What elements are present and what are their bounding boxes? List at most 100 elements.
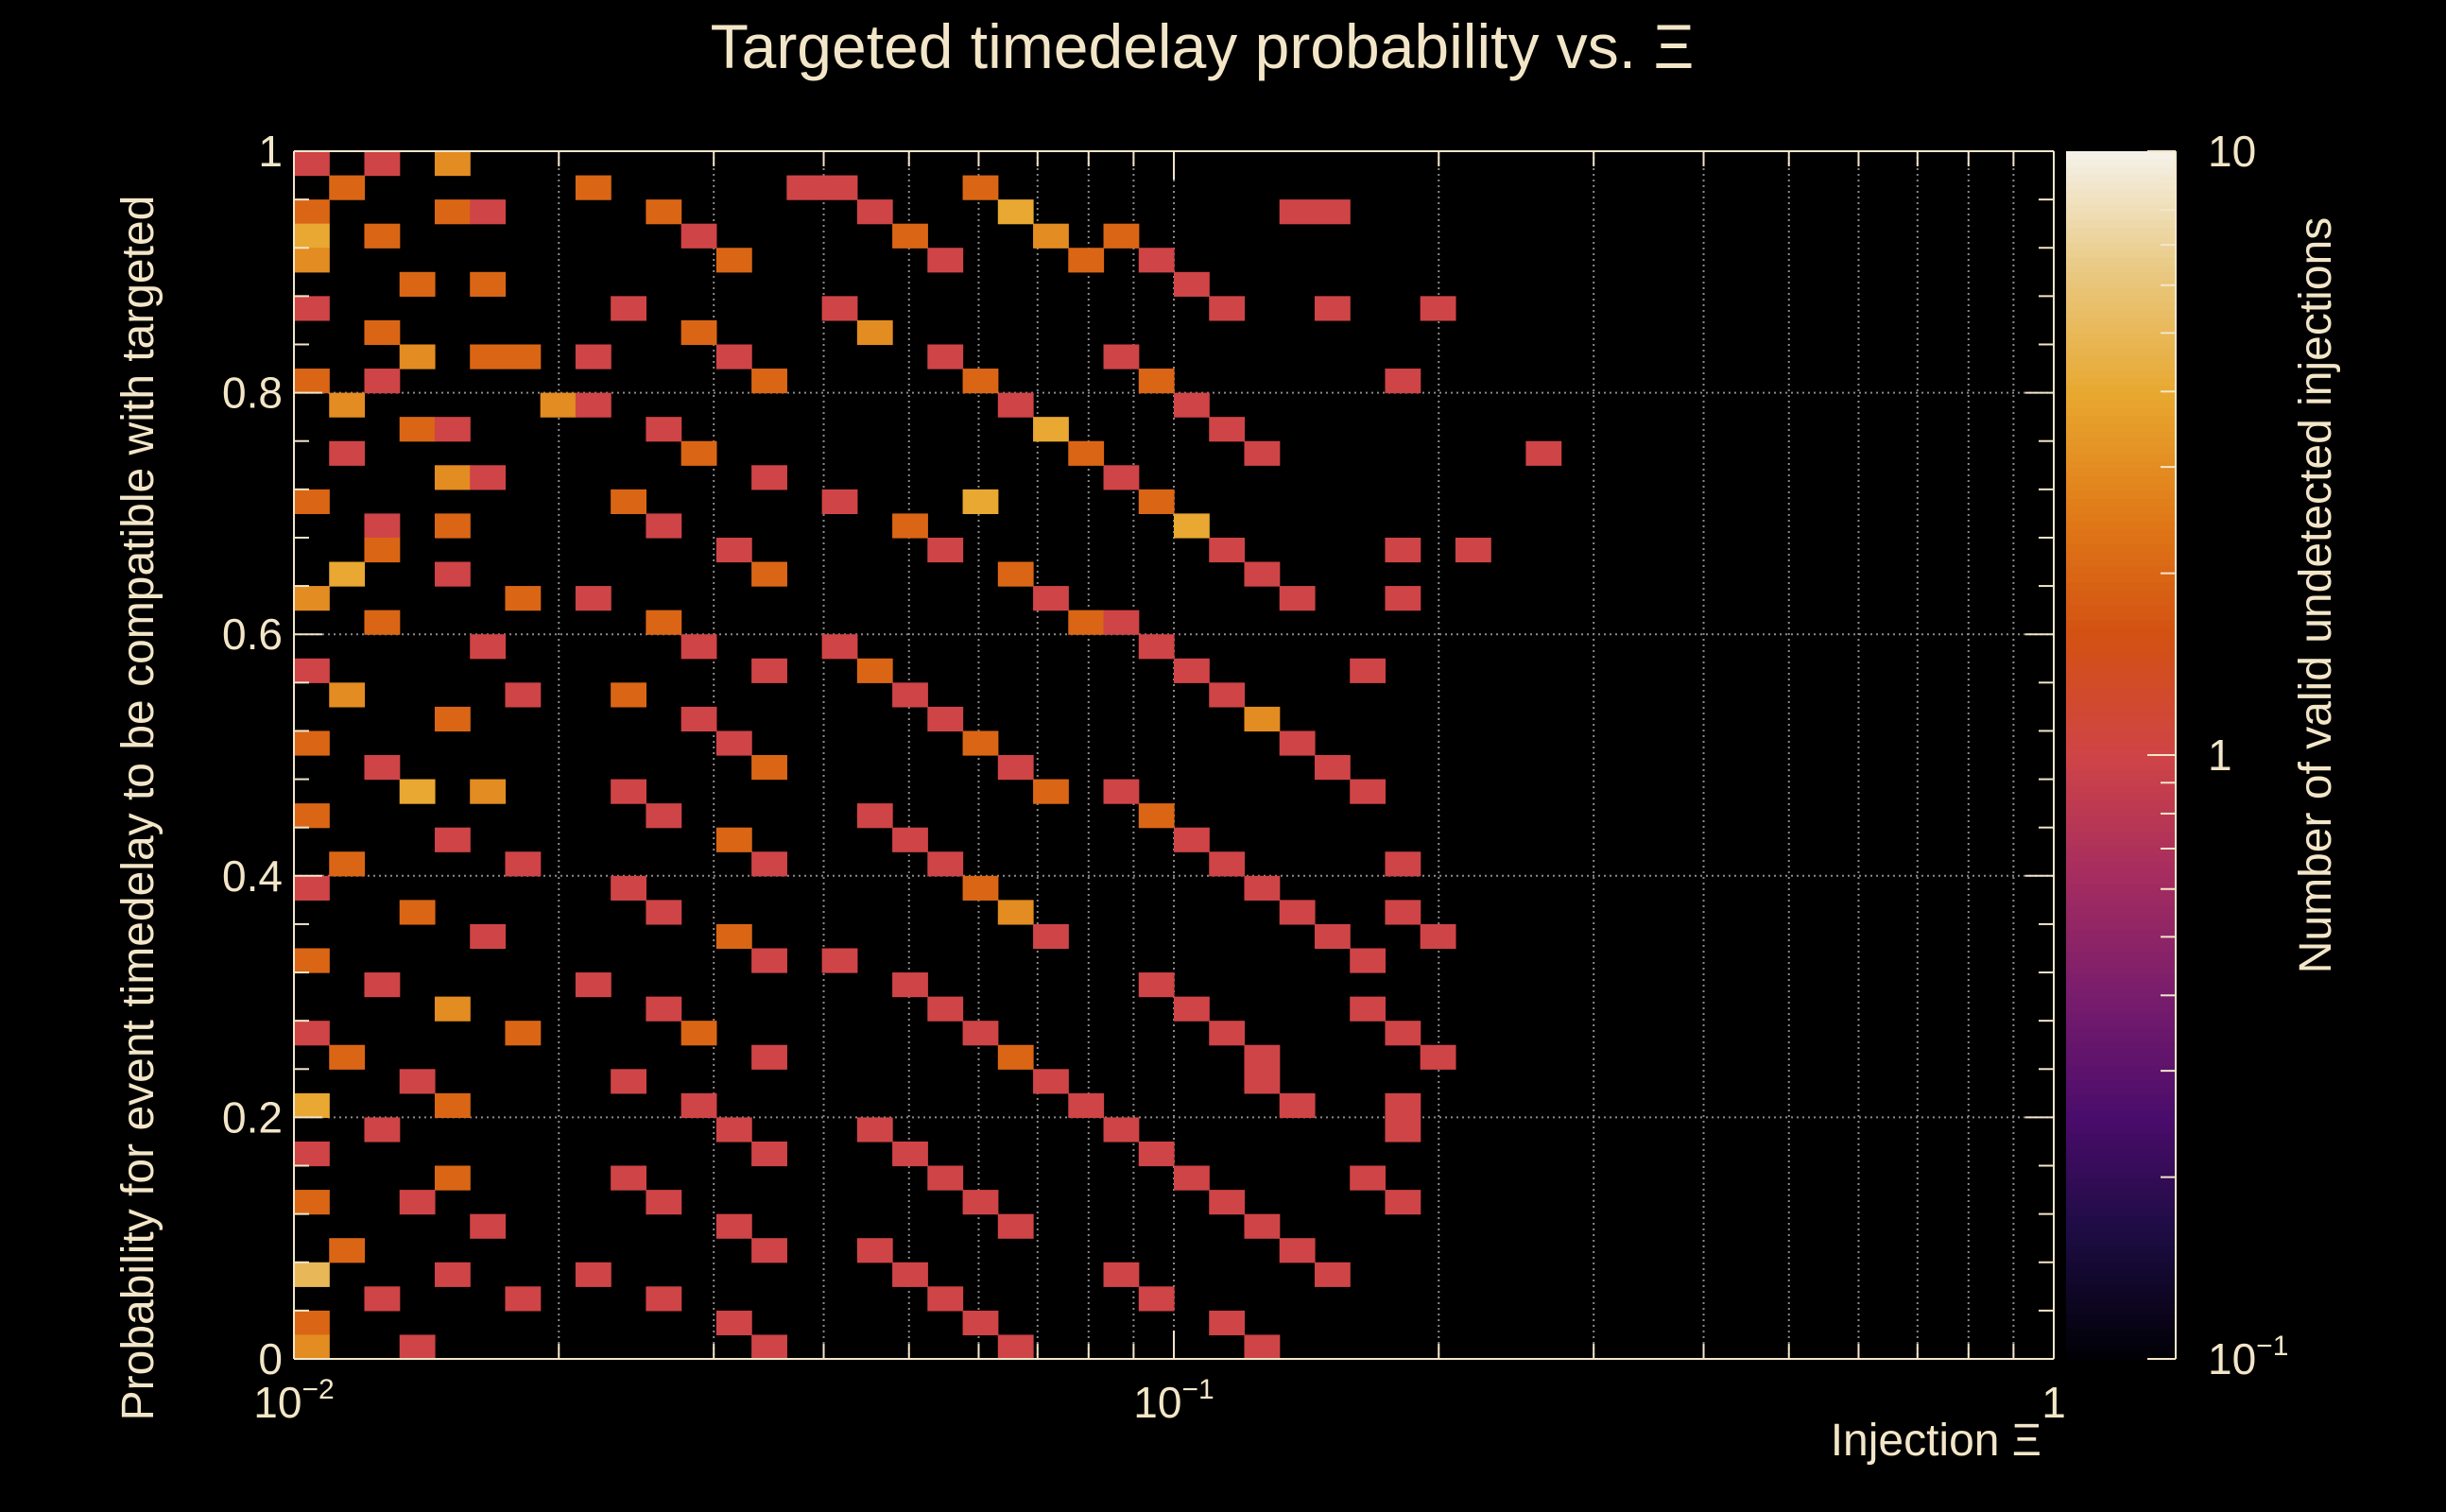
heatmap-cell [1033,1069,1069,1094]
heatmap-cell [1350,996,1387,1022]
colorbar-segment [2066,679,2176,688]
heatmap-cell [892,513,928,539]
colorbar-segment [2066,286,2176,296]
heatmap-cell [1068,248,1105,273]
heatmap-cell [1209,1310,1246,1336]
colorbar-segment [2066,453,2176,462]
colorbar-segment [2066,1094,2176,1104]
colorbar-segment [2066,566,2176,576]
colorbar-segment [2066,973,2176,983]
heatmap-cell [1033,223,1069,249]
colorbar-segment [2066,218,2176,228]
colorbar-segment [2066,1276,2176,1284]
heatmap-cell [1244,706,1281,732]
colorbar-segment [2066,1125,2176,1134]
x-tick-label: 10−2 [253,1374,334,1427]
heatmap-cell [1103,344,1140,369]
heatmap-cell [1455,537,1491,563]
colorbar-tick-label: 1 [2208,730,2232,780]
heatmap-cell [821,175,858,200]
heatmap-cell [1244,561,1281,587]
colorbar-segment [2066,581,2176,591]
heatmap-cell [715,730,752,756]
colorbar-segment [2066,369,2176,379]
colorbar-segment [2066,1079,2176,1089]
colorbar-segment [2066,1117,2176,1126]
colorbar-segment [2066,536,2176,545]
colorbar-segment [2066,430,2176,439]
heatmap-cell [962,489,999,514]
colorbar-segment [2066,165,2176,175]
colorbar-segment [2066,1314,2176,1322]
colorbar-segment [2066,747,2176,756]
heatmap-cell [505,586,542,611]
heatmap-cell [364,319,401,346]
heatmap-cell [470,779,507,804]
heatmap-cell [1138,634,1175,660]
heatmap-cell [1138,248,1175,273]
heatmap-cell [294,1092,330,1118]
heatmap-cell [611,489,646,514]
heatmap-cell [434,1262,471,1287]
heatmap-cell [927,248,964,273]
colorbar-segment [2066,1298,2176,1307]
colorbar-segment [2066,702,2176,711]
heatmap-cells [294,151,1562,1360]
heatmap-cell [680,1021,717,1046]
heatmap-cell [892,1141,928,1167]
colorbar-segment [2066,347,2176,356]
heatmap-cell [399,1190,436,1215]
colorbar-segment [2066,422,2176,432]
colorbar-segment [2066,657,2176,665]
colorbar-segment [2066,1140,2176,1149]
colorbar-segment [2066,324,2176,334]
colorbar-tick-label: 10 [2208,127,2256,176]
colorbar-segment [2066,445,2176,455]
heatmap-cell [962,730,999,756]
heatmap-cell [470,634,507,660]
colorbar-segment [2066,1351,2176,1360]
colorbar-segment [2066,188,2176,198]
colorbar-segment [2066,1049,2176,1058]
heatmap-cell [364,755,401,781]
colorbar-segment [2066,822,2176,832]
heatmap-cell [997,561,1034,587]
colorbar-segment [2066,211,2176,220]
heatmap-cell [715,1310,752,1336]
colorbar-segment [2066,1238,2176,1246]
colorbar-segment [2066,151,2176,160]
colorbar-segment [2066,498,2176,507]
heatmap-cell [294,948,330,973]
heatmap-cell [1209,296,1246,321]
heatmap-cell [1103,465,1140,490]
colorbar-segment [2066,1019,2176,1028]
heatmap-cell [611,1165,646,1191]
heatmap-cell [364,151,401,177]
heatmap-cell [1385,1117,1421,1143]
heatmap-cell [962,1190,999,1215]
heatmap-cell [715,344,752,369]
heatmap-cell [1350,1165,1387,1191]
heatmap-cell [434,151,471,177]
heatmap-cell [927,1286,964,1312]
colorbar-segment [2066,490,2176,500]
colorbar-segment [2066,898,2176,907]
heatmap-cell [997,900,1034,925]
heatmap-cell [751,948,787,973]
colorbar: 10 1 10−1 [2066,127,2288,1383]
heatmap-cell [399,1069,436,1094]
heatmap-cell [1138,1141,1175,1167]
colorbar-segment [2066,1215,2176,1225]
heatmap-cell [1244,1213,1281,1239]
heatmap-cell [1138,489,1175,514]
colorbar-segment [2066,1344,2176,1352]
heatmap-cell [680,440,717,466]
heatmap-cell [294,658,330,683]
colorbar-segment [2066,966,2176,975]
heatmap-cell [997,755,1034,781]
heatmap-cell [294,1310,330,1336]
colorbar-segment [2066,460,2176,470]
colorbar-segment [2066,611,2176,621]
heatmap-cell [1033,779,1069,804]
heatmap-cell [892,827,928,852]
